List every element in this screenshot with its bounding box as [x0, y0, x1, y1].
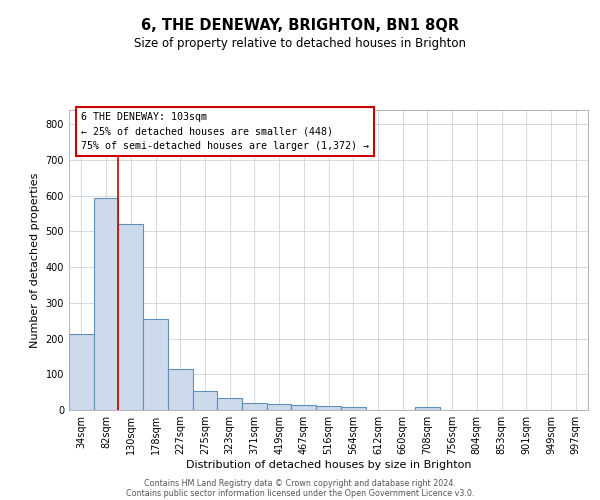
Bar — [242, 403, 267, 410]
Text: Size of property relative to detached houses in Brighton: Size of property relative to detached ho… — [134, 38, 466, 51]
Bar — [316, 406, 341, 410]
X-axis label: Distribution of detached houses by size in Brighton: Distribution of detached houses by size … — [186, 460, 471, 470]
Bar — [341, 407, 365, 410]
Bar — [94, 198, 118, 410]
Bar — [267, 404, 292, 410]
Bar — [217, 398, 242, 410]
Bar — [143, 319, 168, 410]
Bar — [118, 224, 143, 410]
Bar — [193, 390, 217, 410]
Text: Contains HM Land Registry data © Crown copyright and database right 2024.: Contains HM Land Registry data © Crown c… — [144, 478, 456, 488]
Bar — [168, 369, 193, 410]
Text: 6, THE DENEWAY, BRIGHTON, BN1 8QR: 6, THE DENEWAY, BRIGHTON, BN1 8QR — [141, 18, 459, 32]
Text: Contains public sector information licensed under the Open Government Licence v3: Contains public sector information licen… — [126, 488, 474, 498]
Bar — [292, 406, 316, 410]
Bar — [69, 334, 94, 410]
Bar — [415, 407, 440, 410]
Text: 6 THE DENEWAY: 103sqm
← 25% of detached houses are smaller (448)
75% of semi-det: 6 THE DENEWAY: 103sqm ← 25% of detached … — [82, 112, 370, 152]
Y-axis label: Number of detached properties: Number of detached properties — [30, 172, 40, 348]
